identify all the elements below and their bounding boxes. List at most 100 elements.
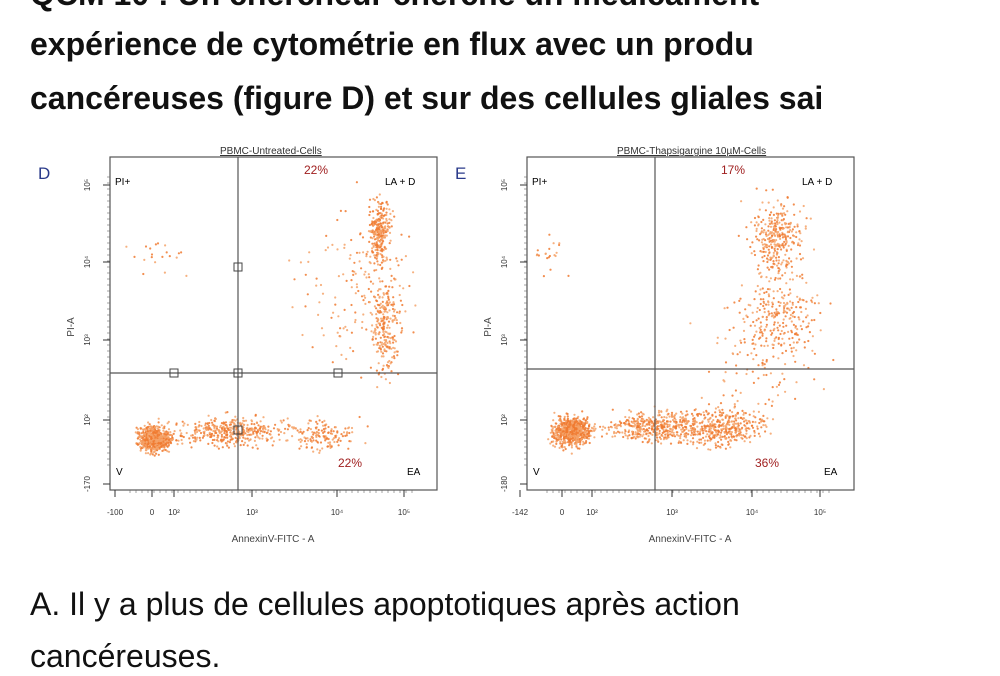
event-dot <box>798 230 801 233</box>
event-dot <box>375 244 378 247</box>
event-dot <box>225 442 228 445</box>
event-dot <box>143 433 146 436</box>
event-dot <box>728 409 732 412</box>
event-dot <box>760 325 763 328</box>
event-dot <box>726 414 729 417</box>
event-dot <box>241 440 244 443</box>
event-dot <box>343 243 346 246</box>
event-dot <box>791 336 794 340</box>
bottom-percent: 22% <box>338 456 362 470</box>
event-dot <box>700 425 703 428</box>
event-dot <box>362 313 365 316</box>
event-dot <box>267 425 270 428</box>
event-dot <box>351 270 354 273</box>
event-dot <box>752 320 755 324</box>
event-dot <box>739 297 742 300</box>
event-dot <box>285 439 288 442</box>
event-dot <box>766 237 769 241</box>
event-dot <box>376 350 380 353</box>
event-dot <box>586 420 589 423</box>
event-dot <box>150 437 153 440</box>
event-dot <box>339 439 342 442</box>
event-dot <box>243 441 247 444</box>
event-dot <box>779 301 782 304</box>
event-dot <box>613 435 617 438</box>
event-dot <box>154 243 157 246</box>
event-dot <box>765 303 768 306</box>
event-dot <box>381 234 384 237</box>
event-dot <box>787 244 790 247</box>
event-dot <box>233 422 236 425</box>
event-dot <box>768 219 771 222</box>
event-dot <box>298 447 301 450</box>
event-dot <box>775 251 778 254</box>
event-dot <box>210 432 214 435</box>
event-dot <box>679 433 683 436</box>
event-dot <box>813 302 816 305</box>
x-tick-label: 0 <box>560 508 565 517</box>
event-dot <box>208 427 211 430</box>
event-dot <box>760 420 763 423</box>
event-dot <box>771 265 774 268</box>
event-dot <box>618 431 621 434</box>
event-dot <box>404 310 407 313</box>
event-dot <box>215 431 218 435</box>
event-dot <box>257 424 260 427</box>
gate-handle <box>233 262 243 272</box>
event-dot <box>764 223 767 226</box>
event-dot <box>773 249 777 252</box>
event-dot <box>789 278 792 281</box>
event-dot <box>732 326 735 329</box>
event-dot <box>723 380 726 383</box>
event-dot <box>784 271 787 275</box>
event-dot <box>798 297 801 300</box>
event-dot <box>349 254 352 257</box>
event-dot <box>246 437 249 440</box>
event-dot <box>765 246 768 249</box>
event-dot <box>195 438 198 441</box>
event-dot <box>796 328 799 331</box>
event-dot <box>753 250 756 253</box>
event-dot <box>368 240 371 243</box>
event-dot <box>817 302 820 305</box>
event-dot <box>811 335 814 338</box>
event-dot <box>372 335 375 338</box>
event-dot <box>151 453 154 456</box>
event-dot <box>169 431 172 434</box>
event-dot <box>676 431 679 434</box>
event-dot <box>774 276 777 280</box>
event-dot <box>555 440 558 443</box>
x-tick-label: -142 <box>512 508 529 517</box>
event-dot <box>575 445 578 448</box>
y-tick-label: -180 <box>500 475 509 492</box>
event-dot <box>377 219 380 222</box>
event-dot <box>395 322 399 325</box>
event-dot <box>299 261 302 264</box>
event-dot <box>707 448 710 451</box>
event-dot <box>706 433 709 436</box>
event-dot <box>382 355 385 358</box>
event-dot <box>366 250 369 253</box>
event-dot <box>767 225 770 228</box>
event-dot <box>555 430 558 433</box>
event-dot <box>373 305 376 308</box>
event-dot <box>390 370 393 373</box>
event-dot <box>689 427 693 430</box>
event-dot <box>315 433 318 437</box>
event-dot <box>367 287 370 291</box>
event-dot <box>354 318 357 322</box>
event-dot <box>217 447 220 450</box>
event-dot <box>141 435 145 438</box>
event-dot <box>718 424 721 427</box>
event-dot <box>537 254 540 257</box>
x-tick-label: 10³ <box>246 508 258 517</box>
event-dot <box>564 447 567 451</box>
event-dot <box>763 243 766 246</box>
event-dot <box>380 343 383 346</box>
event-dot <box>368 213 371 217</box>
event-dot <box>630 424 633 428</box>
event-dot <box>557 429 560 432</box>
question-line: QCM 10 : Un chercheur cherche un médicam… <box>30 0 759 14</box>
event-dot <box>387 304 390 307</box>
event-dot <box>772 355 775 358</box>
